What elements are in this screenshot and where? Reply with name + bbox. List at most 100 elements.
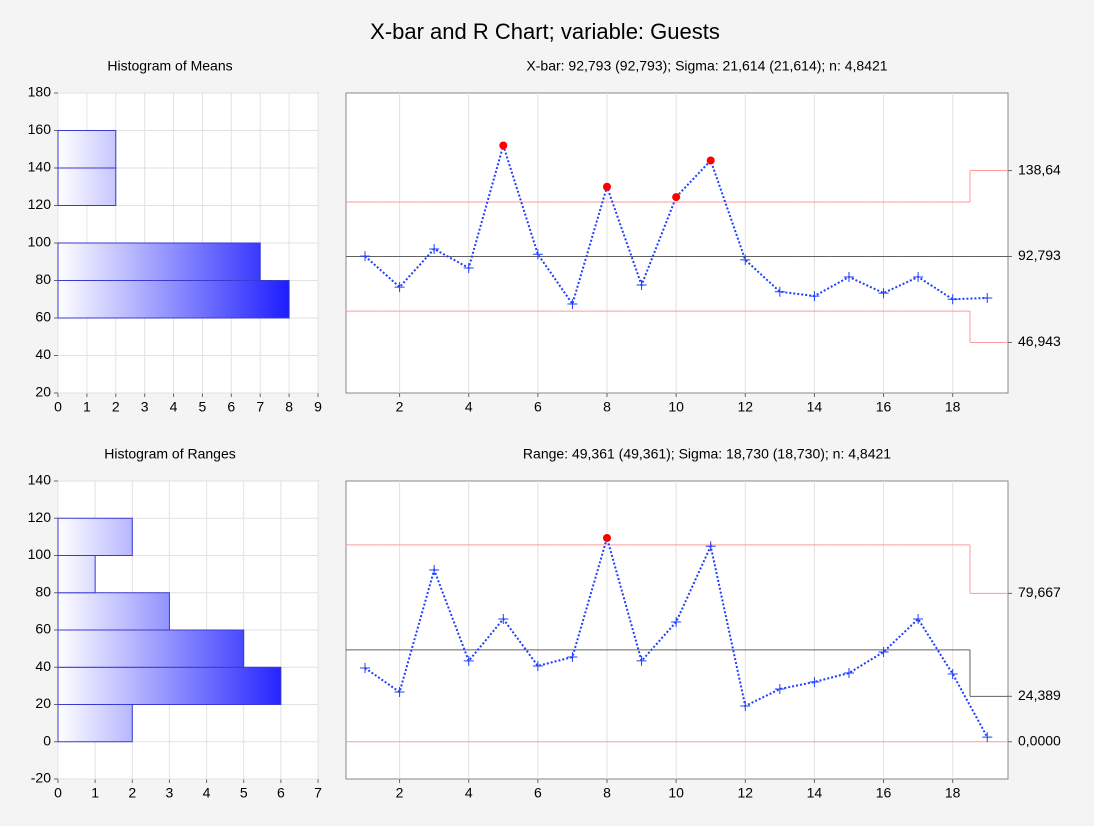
- x-tick-label: 12: [737, 399, 753, 415]
- point-marker: [636, 655, 647, 666]
- x-tick-label: 10: [668, 785, 684, 801]
- chart-title: X-bar and R Chart; variable: Guests: [370, 19, 720, 44]
- x-tick-label: 8: [603, 785, 611, 801]
- out-of-control-point: [499, 141, 508, 150]
- x-tick-label: 6: [227, 399, 235, 415]
- panel-title: Histogram of Means: [107, 58, 232, 74]
- y-tick-label: 120: [28, 196, 52, 212]
- y-tick-label: 40: [35, 346, 51, 362]
- point-marker: [740, 700, 751, 711]
- histogram-bar: [57, 280, 290, 319]
- y-tick-label: 140: [28, 159, 52, 175]
- y-tick-label: 40: [35, 658, 51, 674]
- point-marker: [532, 660, 543, 671]
- y-tick-label: 140: [28, 472, 52, 488]
- x-tick-label: 12: [737, 785, 753, 801]
- x-tick-label: 16: [876, 399, 892, 415]
- x-tick-label: 3: [166, 785, 174, 801]
- histogram-bar: [57, 704, 133, 743]
- y-tick-label: 100: [28, 546, 52, 562]
- point-marker: [636, 280, 647, 290]
- x-tick-label: 4: [465, 785, 473, 801]
- x-tick-label: 6: [534, 399, 542, 415]
- y-tick-label: 80: [35, 271, 51, 287]
- point-marker: [947, 294, 958, 305]
- x-tick-label: 2: [128, 785, 136, 801]
- point-marker: [567, 652, 578, 663]
- point-marker: [843, 668, 854, 679]
- x-tick-label: 1: [83, 399, 91, 415]
- x-tick-label: 8: [285, 399, 293, 415]
- panel-title: Range: 49,361 (49,361); Sigma: 18,730 (1…: [523, 446, 891, 462]
- x-tick-label: 8: [603, 399, 611, 415]
- x-tick-label: 7: [256, 399, 264, 415]
- y-tick-label: 0,0000: [1018, 732, 1061, 748]
- y-tick-label: 160: [28, 121, 52, 137]
- histogram-bar: [57, 130, 117, 169]
- histogram-bar: [57, 629, 245, 668]
- y-tick-label: 79,667: [1018, 584, 1061, 600]
- point-marker: [532, 249, 543, 260]
- x-tick-label: 2: [112, 399, 120, 415]
- x-tick-label: 5: [240, 785, 248, 801]
- y-tick-label: 60: [35, 621, 51, 637]
- point-marker: [394, 687, 405, 698]
- y-tick-label: 24,389: [1018, 687, 1061, 703]
- x-tick-label: 9: [314, 399, 322, 415]
- histogram-bar: [57, 242, 261, 281]
- y-tick-label: 20: [35, 384, 51, 400]
- x-tick-label: 1: [91, 785, 99, 801]
- point-marker: [878, 646, 889, 657]
- point-marker: [809, 676, 820, 687]
- point-marker: [843, 271, 854, 282]
- y-tick-label: 138,64: [1018, 161, 1061, 177]
- x-tick-label: 0: [54, 785, 62, 801]
- x-tick-label: 3: [141, 399, 149, 415]
- x-tick-label: 6: [277, 785, 285, 801]
- point-marker: [429, 244, 440, 254]
- point-marker: [913, 614, 924, 625]
- out-of-control-point: [706, 156, 715, 165]
- x-tick-label: 18: [945, 399, 961, 415]
- x-tick-label: 4: [203, 785, 211, 801]
- y-tick-label: -20: [31, 770, 51, 786]
- point-marker: [394, 282, 405, 293]
- histogram-bar: [57, 592, 170, 631]
- point-marker: [498, 614, 509, 625]
- out-of-control-point: [602, 182, 611, 191]
- panel-title: Histogram of Ranges: [104, 446, 236, 462]
- histogram-bar: [57, 666, 282, 705]
- x-tick-label: 7: [314, 785, 322, 801]
- x-tick-label: 5: [199, 399, 207, 415]
- y-tick-label: 100: [28, 234, 52, 250]
- x-tick-label: 2: [396, 785, 404, 801]
- y-tick-label: 60: [35, 309, 51, 325]
- point-marker: [429, 565, 440, 576]
- panel-title: X-bar: 92,793 (92,793); Sigma: 21,614 (2…: [526, 58, 887, 74]
- x-tick-label: 14: [807, 399, 823, 415]
- histogram-bar: [57, 167, 117, 206]
- y-tick-label: 80: [35, 583, 51, 599]
- y-tick-label: 0: [43, 732, 51, 748]
- point-marker: [809, 291, 820, 302]
- x-tick-label: 2: [396, 399, 404, 415]
- point-marker: [913, 271, 924, 282]
- x-tick-label: 10: [668, 399, 684, 415]
- y-tick-label: 180: [28, 84, 52, 100]
- y-tick-label: 20: [35, 695, 51, 711]
- out-of-control-point: [672, 193, 681, 202]
- x-tick-label: 4: [170, 399, 178, 415]
- point-marker: [360, 251, 371, 262]
- point-marker: [774, 286, 785, 297]
- x-tick-label: 0: [54, 399, 62, 415]
- y-tick-label: 46,943: [1018, 333, 1061, 349]
- point-marker: [982, 292, 993, 303]
- x-tick-label: 14: [807, 785, 823, 801]
- plot-area: [345, 92, 1009, 394]
- point-marker: [463, 655, 474, 666]
- histogram-bar: [57, 555, 96, 594]
- y-tick-label: 120: [28, 509, 52, 525]
- y-tick-label: 92,793: [1018, 247, 1061, 263]
- plot-area: [345, 480, 1009, 780]
